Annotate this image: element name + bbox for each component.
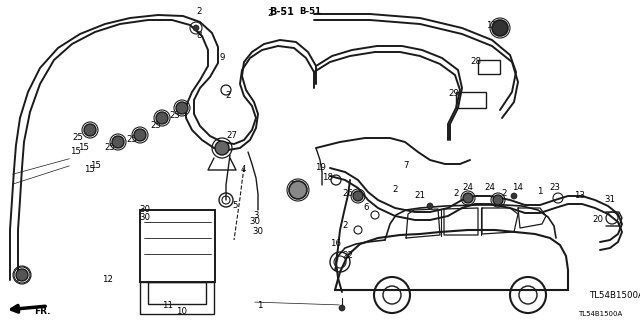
Text: 18: 18: [323, 173, 333, 182]
Text: 25: 25: [170, 110, 180, 119]
Text: 3: 3: [253, 211, 259, 220]
Text: 25: 25: [150, 122, 161, 131]
Text: FR.: FR.: [34, 308, 51, 316]
Circle shape: [463, 193, 473, 203]
Text: 4: 4: [240, 165, 246, 174]
Circle shape: [193, 25, 199, 31]
Bar: [140, 282, 214, 314]
Text: 15: 15: [84, 165, 95, 174]
Text: 2: 2: [501, 189, 507, 198]
Text: 24: 24: [463, 183, 474, 193]
Text: 11: 11: [163, 301, 173, 310]
Circle shape: [492, 20, 508, 36]
Circle shape: [16, 269, 28, 281]
Text: 13: 13: [575, 190, 586, 199]
Circle shape: [493, 195, 503, 205]
Text: 22: 22: [342, 251, 353, 260]
Text: 25: 25: [72, 133, 83, 142]
Text: 2: 2: [392, 186, 397, 195]
Circle shape: [156, 112, 168, 124]
Text: 2: 2: [453, 189, 459, 198]
Text: 15: 15: [79, 143, 90, 153]
Text: 27: 27: [227, 132, 237, 140]
Text: 30: 30: [140, 213, 150, 222]
Text: 2: 2: [268, 10, 273, 19]
Circle shape: [339, 305, 345, 311]
Text: TL54B1500A: TL54B1500A: [578, 311, 622, 317]
Bar: [148, 282, 206, 304]
Text: 6: 6: [364, 204, 369, 212]
Text: 25: 25: [104, 143, 115, 153]
Circle shape: [289, 181, 307, 199]
Circle shape: [353, 191, 363, 201]
Bar: [478, 60, 500, 74]
Text: 5: 5: [232, 201, 237, 210]
Text: 21: 21: [415, 190, 426, 199]
Text: 8: 8: [196, 31, 202, 41]
Text: 2: 2: [225, 92, 231, 100]
Circle shape: [215, 141, 229, 155]
Text: 7: 7: [403, 161, 409, 170]
Text: 31: 31: [605, 196, 616, 204]
Circle shape: [84, 124, 96, 136]
Circle shape: [176, 102, 188, 114]
Text: 1: 1: [537, 188, 543, 196]
Text: 17: 17: [486, 20, 497, 29]
Text: 23: 23: [550, 183, 561, 193]
Text: 15: 15: [70, 148, 81, 156]
Text: 1: 1: [257, 301, 263, 310]
Circle shape: [134, 129, 146, 141]
Circle shape: [427, 203, 433, 209]
Circle shape: [112, 136, 124, 148]
Text: 2: 2: [196, 7, 202, 17]
Text: 20: 20: [593, 215, 604, 225]
Circle shape: [511, 193, 517, 199]
Text: 14: 14: [513, 183, 524, 193]
Text: 30: 30: [250, 218, 260, 227]
Text: 2: 2: [342, 220, 348, 229]
Text: 16: 16: [330, 239, 342, 249]
Bar: [456, 92, 486, 108]
Text: 30: 30: [140, 205, 150, 214]
Text: 25: 25: [127, 135, 138, 145]
Text: 15: 15: [90, 161, 102, 170]
Text: 32: 32: [291, 181, 301, 190]
Text: 30: 30: [253, 228, 264, 236]
Text: 19: 19: [315, 164, 325, 172]
Text: 10: 10: [177, 308, 188, 316]
Text: B-51: B-51: [269, 7, 294, 17]
Text: 9: 9: [220, 53, 225, 62]
Text: B-51: B-51: [299, 7, 321, 17]
Text: 28: 28: [470, 58, 481, 67]
Text: 29: 29: [449, 90, 460, 99]
Text: 12: 12: [102, 276, 113, 284]
Text: 26: 26: [342, 188, 353, 197]
Text: 24: 24: [484, 183, 495, 193]
Bar: [140, 210, 215, 282]
Text: TL54B1500A: TL54B1500A: [589, 291, 640, 300]
